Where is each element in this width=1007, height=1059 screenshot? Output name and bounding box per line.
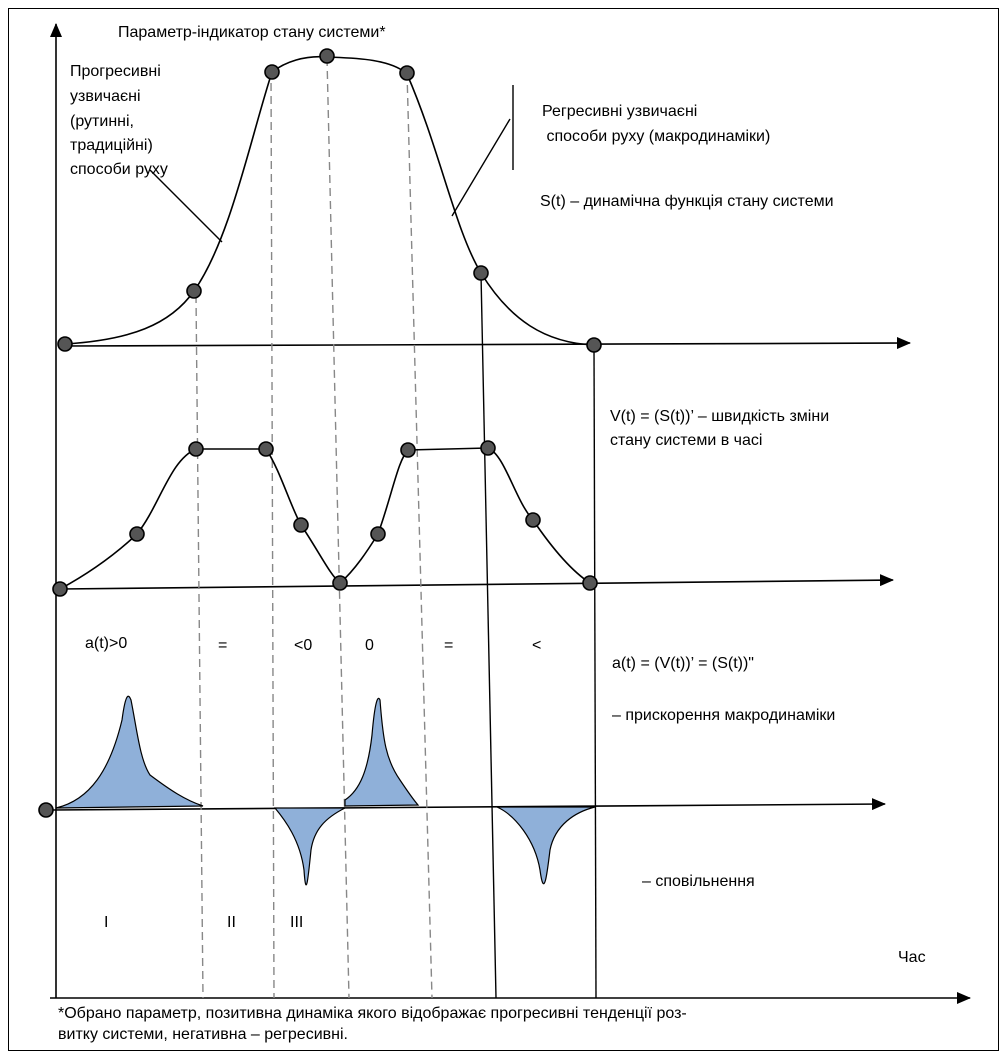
- progressive-label-4: традиційні): [70, 137, 153, 154]
- s-point: [186, 283, 202, 299]
- time-label: Час: [898, 949, 926, 966]
- dashed-line-1: [195, 294, 204, 999]
- diagram-frame: [8, 8, 999, 1051]
- progressive-label-2: узвичаєні: [70, 88, 141, 105]
- v-points: [52, 440, 598, 597]
- deceleration-label: – сповільнення: [642, 873, 755, 890]
- v-point: [370, 526, 386, 542]
- s-curve: [64, 55, 595, 346]
- solid-line-1: [480, 273, 497, 999]
- accel-peak-1: [55, 695, 204, 809]
- progressive-label-5: способи руху: [70, 161, 168, 178]
- v-point: [258, 441, 274, 457]
- decel-trough-1: [273, 807, 346, 886]
- dashed-line-2: [270, 69, 275, 999]
- s-point: [473, 265, 489, 281]
- accel-peak-2: [344, 697, 420, 807]
- sign-1: a(t)>0: [85, 635, 127, 652]
- footnote-line-2: витку системи, негативна – регресивні.: [58, 1026, 348, 1043]
- phase-1: I: [104, 914, 108, 931]
- regressive-label-1: Регресивні узвичаєні: [542, 103, 697, 120]
- v-point: [400, 442, 416, 458]
- regressive-label-2: способи руху (макродинаміки): [542, 128, 770, 145]
- footnote-line-1: *Обрано параметр, позитивна динаміка яко…: [58, 1005, 687, 1022]
- v-point: [582, 575, 598, 591]
- v-function-label-1: V(t) = (S(t))’ – швидкість зміни: [610, 408, 829, 425]
- phase-3: III: [290, 914, 303, 931]
- v-function-label-2: стану системи в часі: [610, 432, 762, 449]
- s-point: [586, 337, 602, 353]
- progressive-pointer: [149, 169, 223, 243]
- sign-6: <: [532, 637, 541, 654]
- s-point: [264, 64, 280, 80]
- dashed-line-4: [406, 71, 433, 999]
- sign-4: 0: [365, 637, 374, 654]
- v-point: [293, 517, 309, 533]
- v-axis: [59, 574, 894, 590]
- a-origin-point: [38, 802, 54, 818]
- s-point: [399, 65, 415, 81]
- progressive-label-3: (рутинні,: [70, 113, 134, 130]
- decel-trough-2: [496, 806, 596, 885]
- progressive-label-1: Прогресивні: [70, 63, 161, 80]
- regressive-pointer: [451, 118, 511, 217]
- y-axis-title: Параметр-індикатор стану системи*: [118, 24, 386, 41]
- acceleration-label: – прискорення макродинаміки: [612, 707, 835, 724]
- s-points: [57, 48, 602, 353]
- s-function-label: S(t) – динамічна функція стану системи: [540, 193, 834, 210]
- s-axis: [61, 337, 911, 350]
- v-point: [52, 581, 68, 597]
- dashed-line-3: [326, 57, 350, 999]
- v-point: [525, 512, 541, 528]
- v-point: [332, 575, 348, 591]
- v-point: [188, 441, 204, 457]
- a-axis: [51, 798, 886, 811]
- phase-2: II: [227, 914, 236, 931]
- sign-3: <0: [294, 637, 312, 654]
- a-function-label: a(t) = (V(t))’ = (S(t))": [612, 655, 754, 672]
- solid-line-2: [593, 345, 597, 999]
- sign-2: =: [218, 637, 227, 654]
- v-point: [480, 440, 496, 456]
- v-point: [129, 526, 145, 542]
- s-point: [57, 336, 73, 352]
- v-curve: [59, 447, 591, 590]
- sign-5: =: [444, 637, 453, 654]
- s-point: [319, 48, 335, 64]
